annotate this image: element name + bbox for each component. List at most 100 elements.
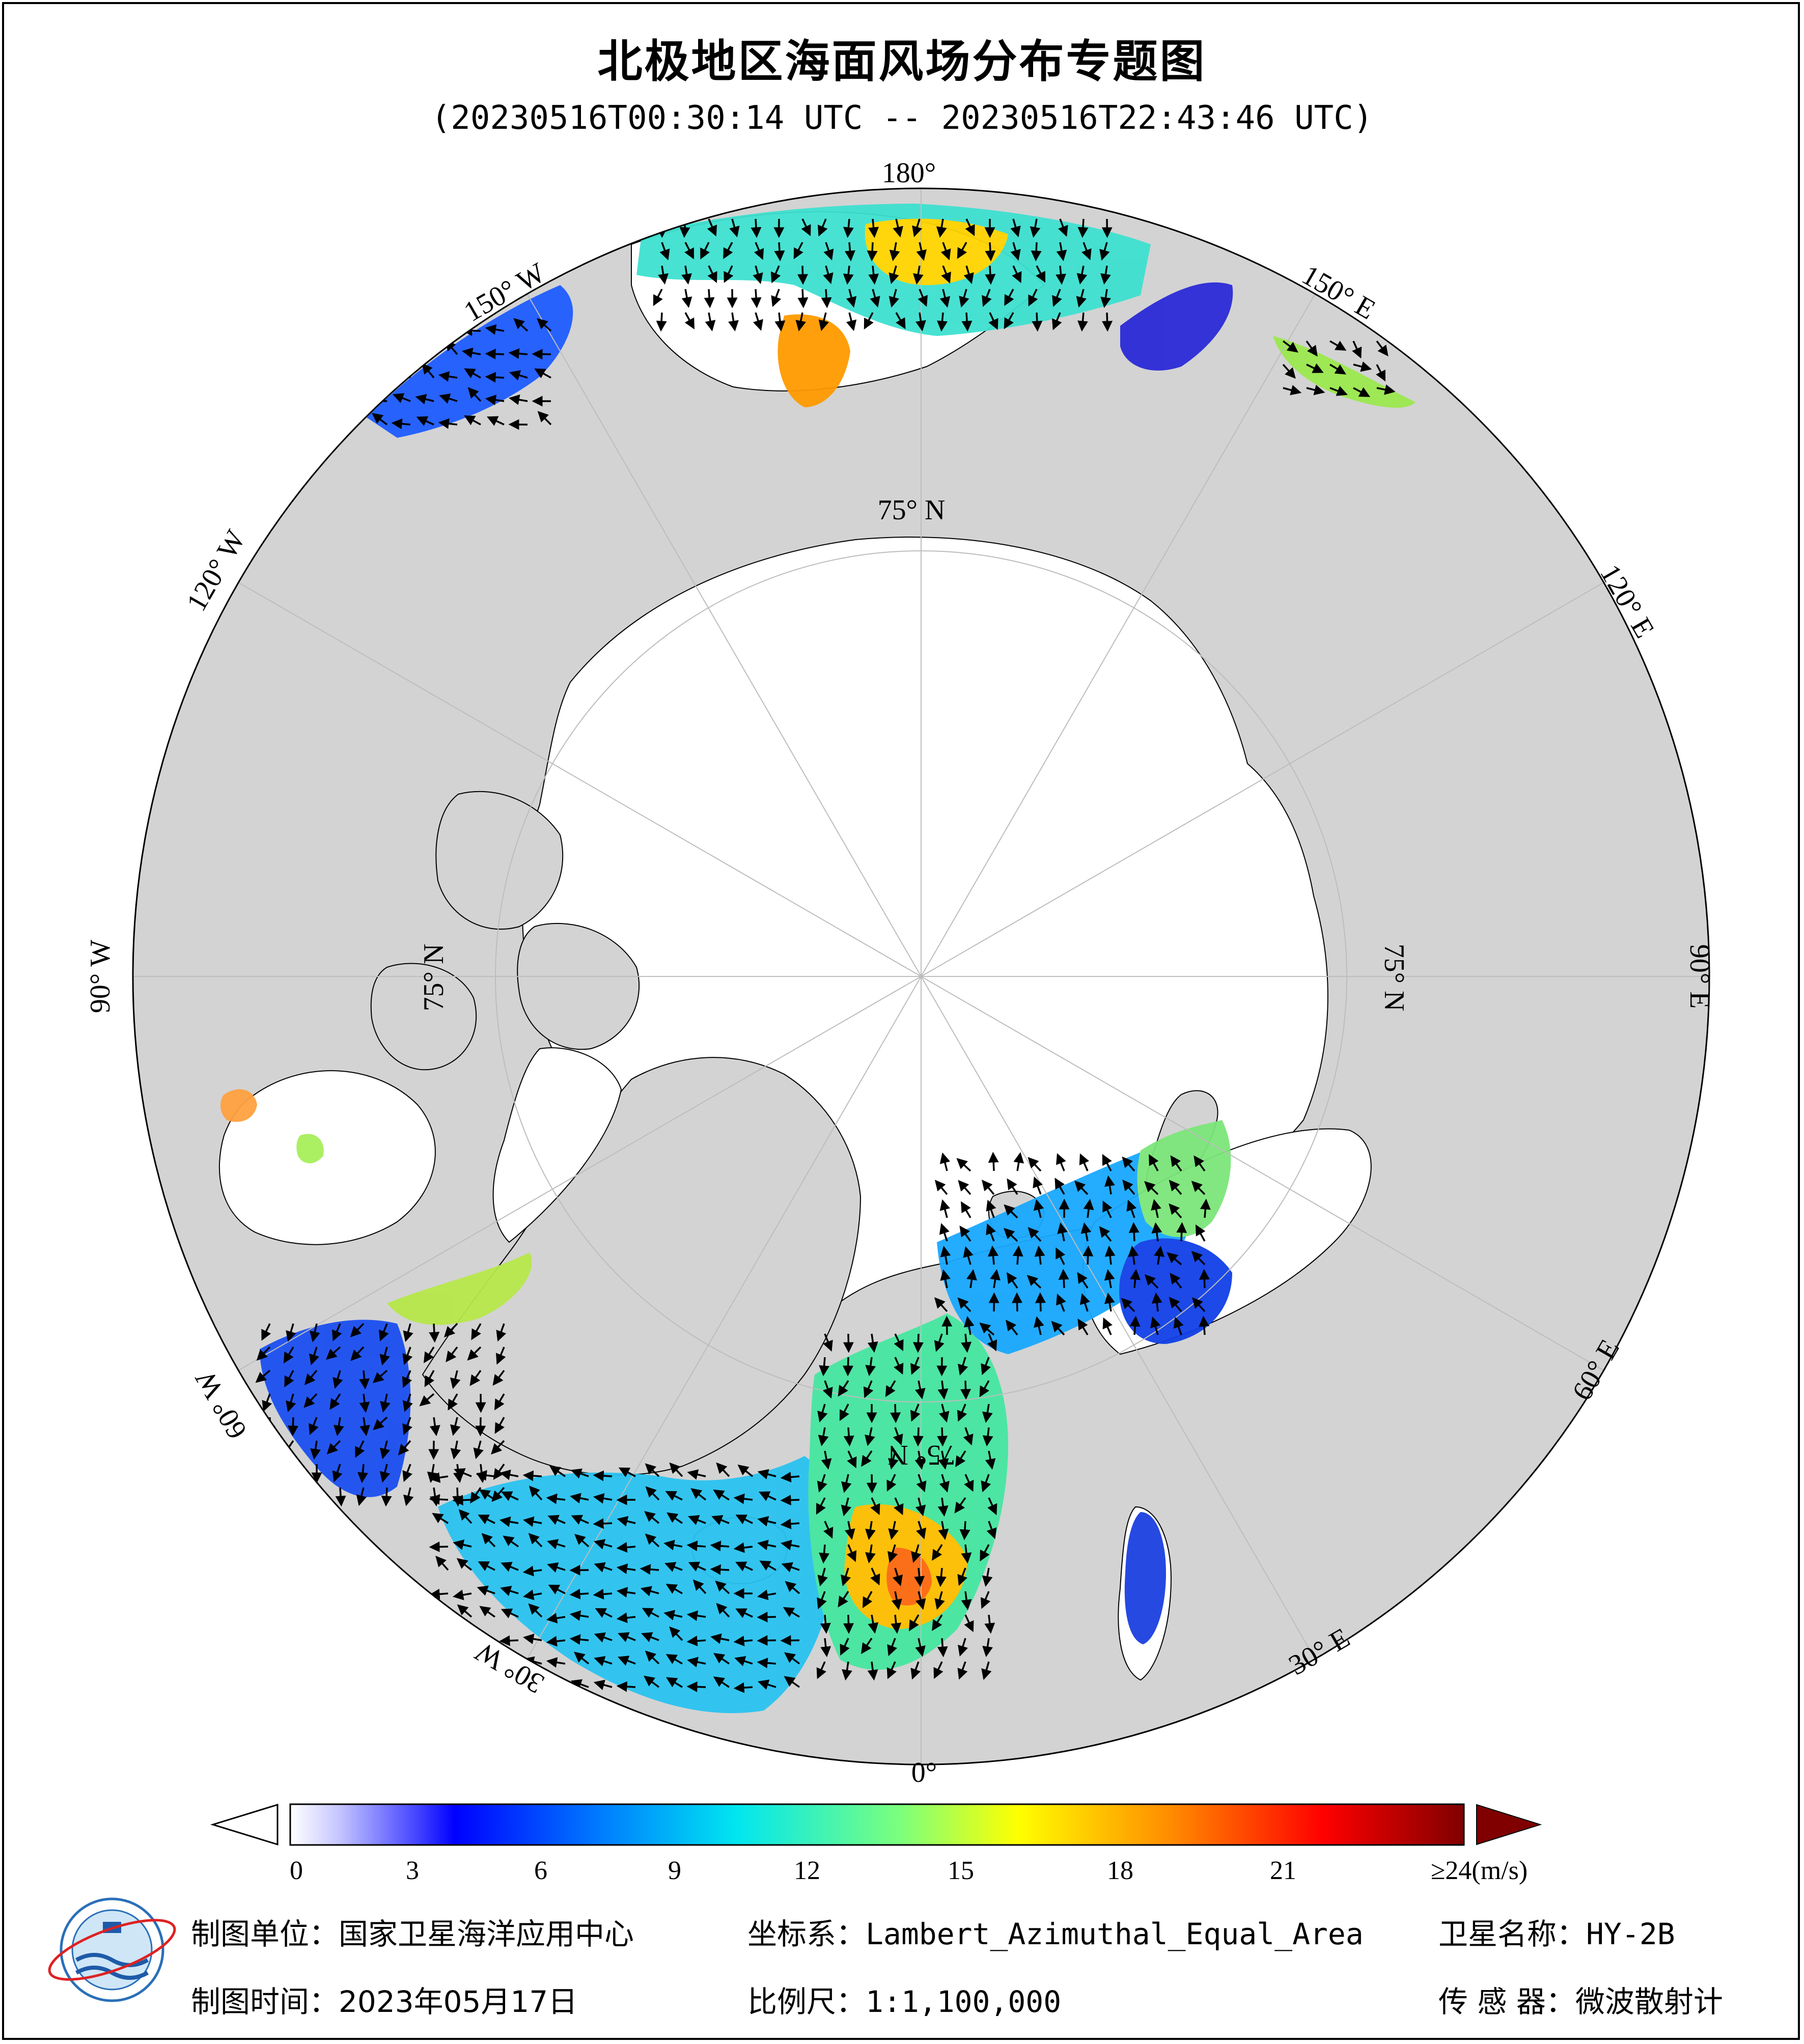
wind-arrow <box>464 415 481 426</box>
wind-arrow <box>593 1470 613 1481</box>
label-lat-top: 75° N <box>878 494 946 526</box>
wind-arrow <box>454 1468 472 1478</box>
wind-arrow <box>817 1591 827 1609</box>
wind-arrow <box>1129 1315 1141 1335</box>
wind-arrow <box>867 1661 878 1681</box>
wind-arrow <box>933 1661 943 1679</box>
wind-arrow <box>1167 1252 1182 1266</box>
wind-arrow <box>1077 1319 1089 1335</box>
wind-arrow <box>894 1333 904 1351</box>
wind-arrow <box>381 1487 392 1507</box>
wind-arrow <box>1052 289 1062 307</box>
wind-arrow <box>503 1535 519 1548</box>
wind-arrow <box>1149 1154 1159 1171</box>
wind-arrow <box>593 1588 613 1600</box>
wind-arrow <box>958 1357 968 1376</box>
wind-arrow <box>910 1357 921 1375</box>
wind-arrow <box>818 312 829 331</box>
wind-arrow <box>723 242 733 260</box>
wind-arrow <box>665 1654 683 1665</box>
footer-scale-label: 比例尺： <box>747 1984 866 2019</box>
wind-arrow <box>961 1333 972 1353</box>
wind-arrow <box>499 1469 519 1480</box>
wind-arrow <box>988 1152 999 1171</box>
wind-arrow <box>986 1199 996 1218</box>
wind-arrow <box>453 1589 472 1601</box>
wind-arrow <box>990 1269 1001 1289</box>
wind-arrow <box>1030 218 1041 238</box>
wind-arrow <box>868 265 879 285</box>
wind-arrow <box>256 1346 271 1361</box>
footer-sensor-value: 微波散射计 <box>1575 1984 1723 2019</box>
wind-arrow <box>751 289 762 309</box>
wind-arrow <box>890 1404 901 1423</box>
wind-arrow <box>692 1579 707 1594</box>
wind-arrow <box>528 1603 543 1618</box>
wind-arrow <box>819 1357 830 1377</box>
wind-arrow <box>724 265 734 283</box>
wind-arrow <box>793 242 803 260</box>
wind-arrow <box>547 1562 566 1573</box>
wind-arrow <box>914 1567 925 1587</box>
wind-arrow <box>966 1269 977 1289</box>
wind-arrow <box>439 393 458 404</box>
wind-arrow <box>733 1542 753 1553</box>
wind-arrow <box>887 1638 898 1657</box>
wind-arrow <box>446 1346 458 1362</box>
wind-arrow <box>1376 384 1396 395</box>
wind-arrow <box>710 1564 730 1575</box>
wind-arrow <box>865 1544 876 1564</box>
wind-arrow <box>939 1404 950 1423</box>
wind-arrow <box>452 1636 472 1647</box>
wind-arrow <box>843 265 854 285</box>
wind-arrow <box>816 1661 826 1679</box>
wind-arrow <box>915 312 926 332</box>
wind-arrow <box>663 1610 683 1620</box>
wind-arrow <box>509 394 528 405</box>
wind-arrow <box>780 1471 800 1482</box>
wind-arrow <box>415 347 434 358</box>
wind-arrow <box>261 1323 271 1341</box>
wind-arrow <box>843 1333 854 1353</box>
wind-arrow <box>734 1656 753 1666</box>
wind-arrow <box>373 1416 388 1431</box>
wind-arrow <box>1036 265 1046 283</box>
wind-arrow <box>735 1608 753 1618</box>
wind-arrow <box>956 1158 972 1172</box>
wind-arrow <box>846 312 857 331</box>
wind-arrow <box>939 1152 951 1171</box>
wind-arrow <box>1353 361 1372 372</box>
wind-arrow <box>981 1357 991 1376</box>
wind-arrow <box>705 312 716 331</box>
wind-arrow <box>819 1544 830 1564</box>
wind-arrow <box>1006 1272 1018 1289</box>
wind-arrow <box>285 1487 295 1505</box>
wind-arrow <box>1144 1181 1159 1195</box>
wind-arrow <box>823 242 834 261</box>
wind-arrow <box>429 1681 449 1692</box>
wind-arrow <box>1329 363 1346 375</box>
wind-arrow <box>356 1487 367 1506</box>
wind-arrow <box>757 1516 776 1527</box>
wind-arrow <box>501 1561 519 1572</box>
wind-arrow <box>547 1515 566 1525</box>
wind-arrow <box>500 1586 519 1597</box>
wind-arrow <box>912 1427 924 1447</box>
wind-arrow <box>485 372 505 383</box>
wind-arrow <box>1176 1222 1187 1242</box>
wind-arrow <box>784 1676 800 1688</box>
wind-arrow <box>645 1463 660 1477</box>
wind-arrow <box>688 1561 706 1572</box>
footer-unit-label: 制图单位： <box>191 1917 339 1951</box>
wind-arrow <box>1144 1274 1159 1289</box>
wind-arrow <box>429 1588 449 1600</box>
wind-arrow <box>1376 340 1389 356</box>
wind-arrow <box>938 1521 949 1540</box>
colorbar <box>210 1803 1542 1846</box>
wind-arrow <box>961 1544 972 1564</box>
wind-arrow <box>797 265 808 285</box>
wind-arrow <box>452 1659 472 1670</box>
wind-arrow <box>309 1417 319 1435</box>
